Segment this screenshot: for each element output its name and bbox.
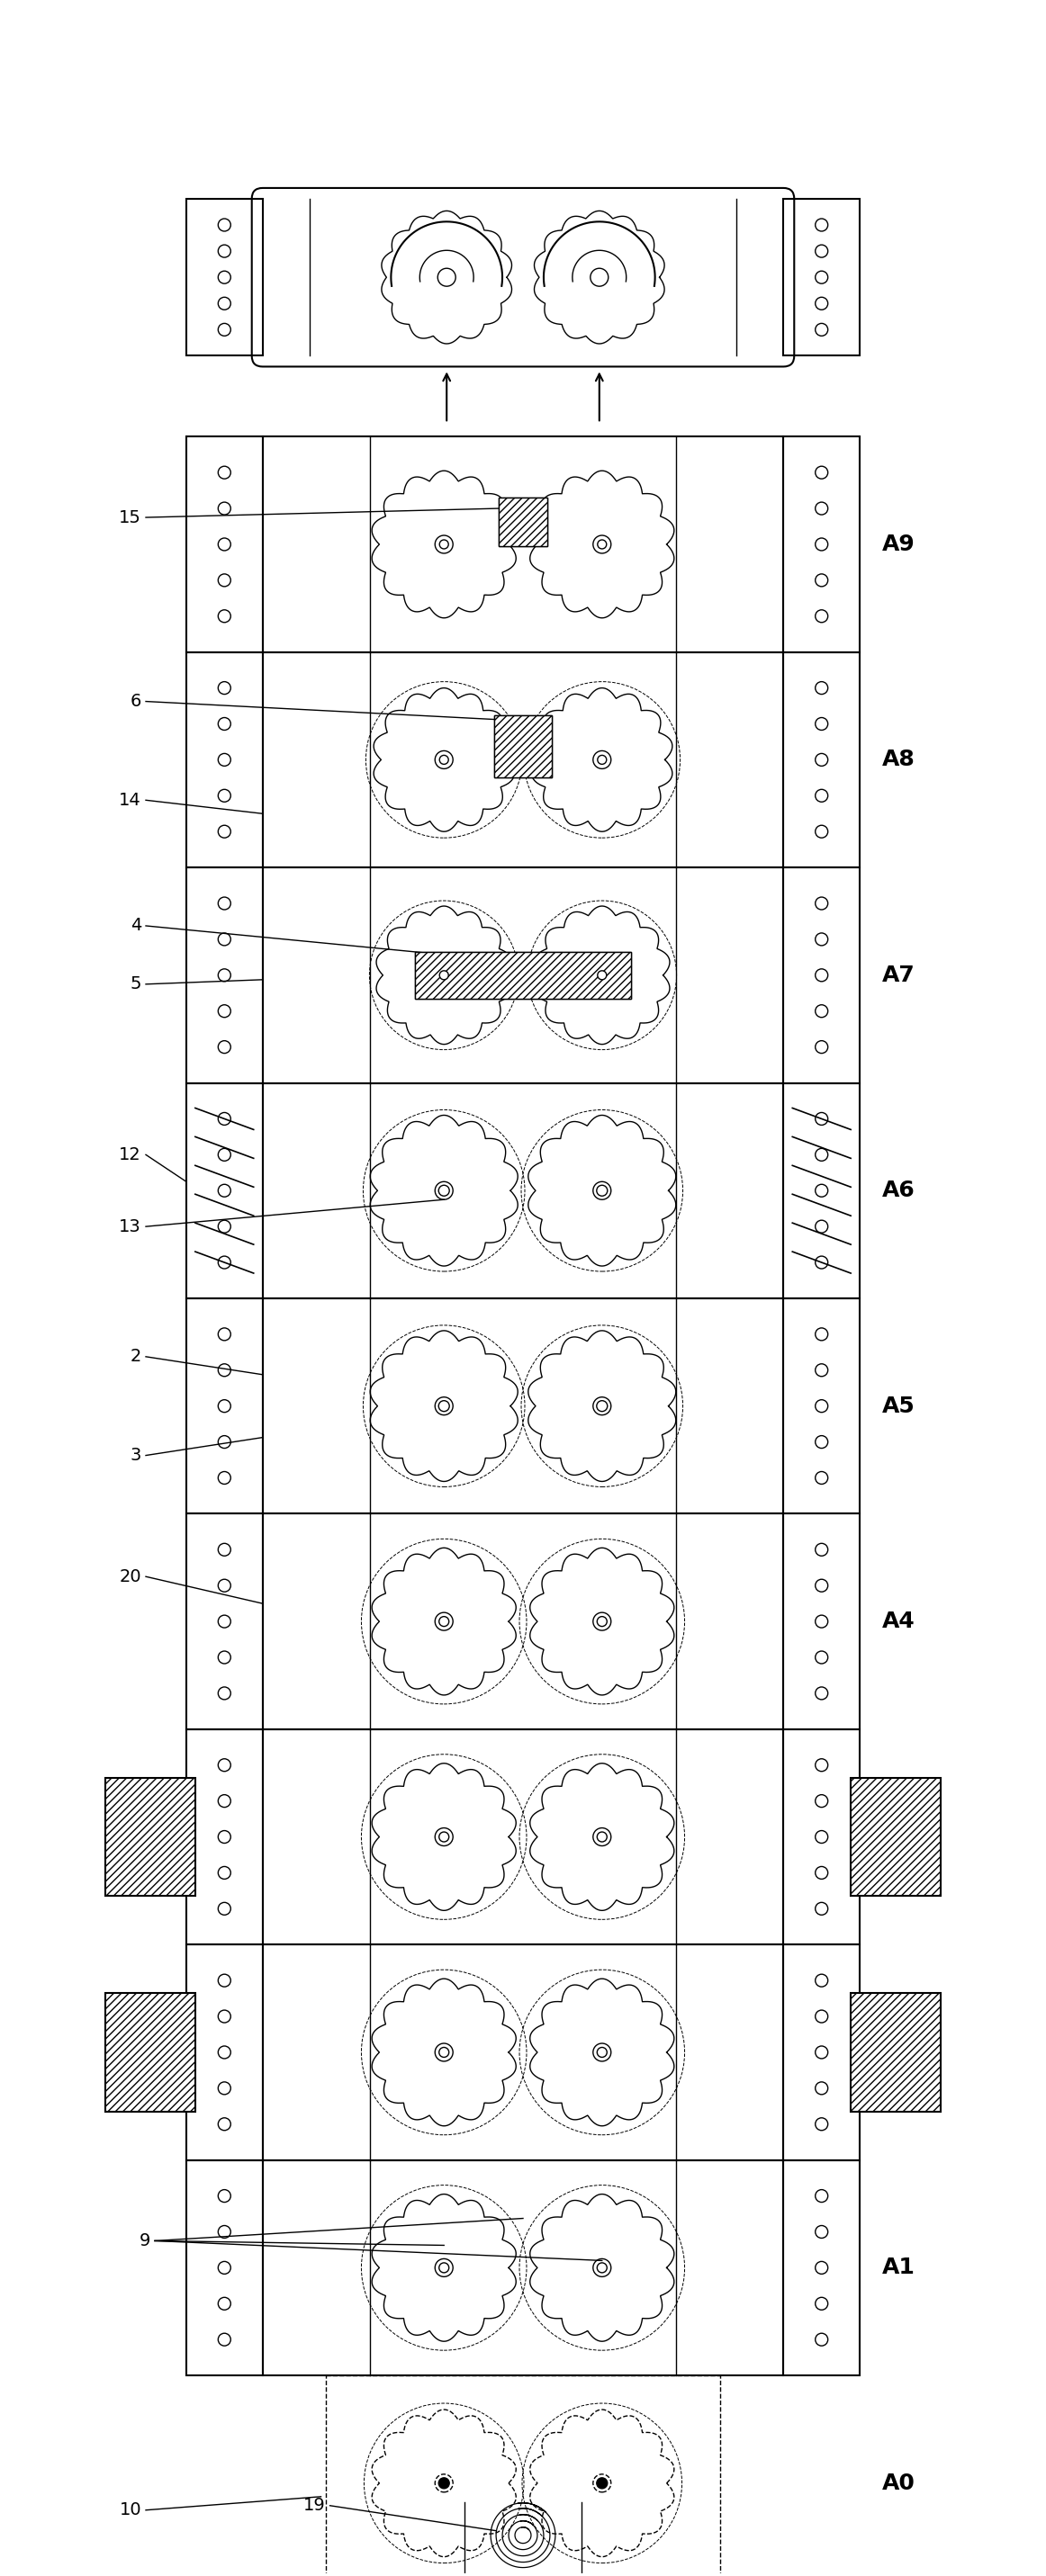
Bar	[186, 1728, 263, 1945]
Bar	[783, 1082, 860, 1298]
Bar	[263, 1945, 783, 2161]
Bar	[415, 953, 631, 999]
Text: A8: A8	[882, 750, 915, 770]
Bar	[263, 652, 783, 868]
Bar	[186, 198, 263, 355]
Bar	[106, 1994, 196, 2112]
Text: A9: A9	[882, 533, 915, 556]
Text: 4: 4	[130, 917, 141, 935]
Circle shape	[597, 2262, 607, 2272]
Text: 5: 5	[130, 976, 141, 992]
Circle shape	[439, 755, 449, 765]
Text: 11: 11	[119, 2043, 141, 2061]
Bar	[783, 1728, 860, 1945]
Text: 19: 19	[303, 2496, 325, 2514]
Bar	[186, 652, 263, 868]
Bar	[850, 1994, 940, 2112]
Text: 9: 9	[139, 2233, 151, 2249]
Bar	[415, 953, 631, 999]
Bar	[783, 868, 860, 1082]
Bar	[263, 1082, 783, 1298]
Text: 14: 14	[119, 791, 141, 809]
Circle shape	[596, 2478, 608, 2488]
Text: 13: 13	[119, 1218, 141, 1234]
Bar	[494, 716, 552, 778]
Bar	[783, 198, 860, 355]
Bar	[186, 1945, 263, 2161]
Text: A4: A4	[882, 1610, 915, 1633]
Bar	[263, 868, 783, 1082]
Bar	[263, 2161, 783, 2375]
Circle shape	[597, 1832, 607, 1842]
Circle shape	[596, 1401, 608, 1412]
Circle shape	[597, 541, 607, 549]
Bar	[263, 1298, 783, 1515]
Bar	[783, 2161, 860, 2375]
Bar	[783, 652, 860, 868]
Circle shape	[597, 1618, 607, 1625]
Text: A6: A6	[882, 1180, 915, 1200]
Circle shape	[597, 2048, 607, 2058]
Circle shape	[597, 971, 607, 979]
Bar	[263, 435, 783, 652]
Text: A5: A5	[882, 1396, 915, 1417]
Text: 10: 10	[119, 2501, 141, 2519]
Circle shape	[439, 2262, 449, 2272]
Text: 15: 15	[119, 510, 141, 526]
Text: A7: A7	[882, 963, 915, 987]
Bar	[494, 716, 552, 778]
Bar	[186, 1298, 263, 1515]
Bar	[783, 1298, 860, 1515]
Bar	[186, 2161, 263, 2375]
Bar	[186, 1515, 263, 1728]
Circle shape	[439, 1618, 449, 1625]
Bar	[186, 868, 263, 1082]
Bar	[498, 497, 548, 546]
Text: 2: 2	[130, 1347, 141, 1365]
Bar	[186, 435, 263, 652]
Bar	[850, 1777, 940, 1896]
Text: A3: A3	[882, 1826, 915, 1847]
Bar	[106, 1777, 196, 1896]
Circle shape	[438, 1401, 450, 1412]
Bar	[263, 1515, 783, 1728]
Text: 20: 20	[119, 1569, 141, 1584]
Text: A2: A2	[882, 2043, 915, 2063]
Bar	[186, 1082, 263, 1298]
Bar	[783, 1945, 860, 2161]
Text: A0: A0	[882, 2473, 915, 2494]
Circle shape	[439, 971, 449, 979]
Bar	[498, 497, 548, 546]
Bar	[263, 1728, 783, 1945]
Circle shape	[596, 1185, 608, 1195]
FancyBboxPatch shape	[252, 188, 794, 366]
Circle shape	[439, 541, 449, 549]
Circle shape	[438, 2478, 450, 2488]
Text: A1: A1	[882, 2257, 915, 2280]
Circle shape	[439, 1832, 449, 1842]
Circle shape	[438, 1185, 450, 1195]
Circle shape	[439, 2048, 449, 2058]
Text: 6: 6	[130, 693, 141, 711]
Circle shape	[597, 755, 607, 765]
Text: 12: 12	[119, 1146, 141, 1164]
Bar	[783, 435, 860, 652]
Text: 3: 3	[130, 1448, 141, 1463]
Bar	[783, 1515, 860, 1728]
